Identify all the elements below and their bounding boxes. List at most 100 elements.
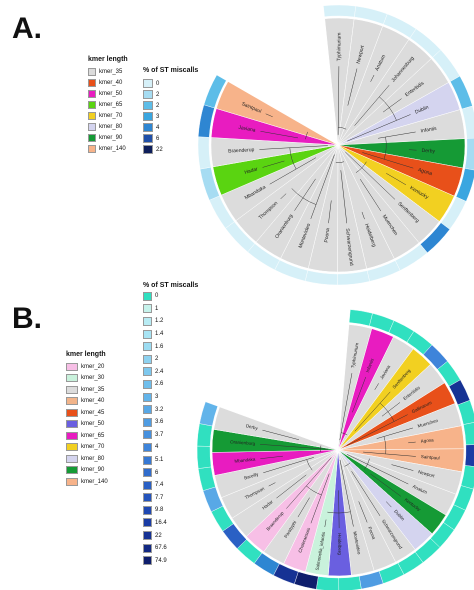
legend-a-st-swatch — [143, 145, 153, 154]
tree-a-branch — [359, 178, 382, 212]
legend-b-kmer-row: kmer_35 — [66, 384, 108, 396]
legend-a-st-label: 4 — [156, 124, 160, 131]
legend-b-kmer-swatch — [66, 466, 78, 475]
legend-b-st-row: 3.7 — [143, 429, 167, 442]
legend-a-kmer-swatch — [88, 133, 96, 142]
legend-b-st-row: 16.4 — [143, 517, 167, 530]
tree-a-leaf-label: Typhimurium — [336, 33, 342, 62]
legend-b-st-swatch — [143, 430, 152, 440]
tree-a-branch — [347, 68, 358, 106]
legend-b-st-swatch — [143, 304, 152, 314]
legend-b-kmer-row: kmer_80 — [66, 453, 108, 465]
legend-b-st-label: 2.6 — [155, 381, 164, 388]
legend-a-kmer-swatch — [88, 122, 96, 131]
legend-b-st-row: 3.2 — [143, 403, 167, 416]
legend-a-kmer-label: kmer_50 — [99, 90, 123, 97]
tree-b-leaf-label: Agona — [420, 437, 434, 443]
legend-b-st-row: 2.4 — [143, 366, 167, 379]
tree-a-branch-arc — [338, 126, 347, 130]
legend-a-st-row: 4 — [143, 122, 163, 133]
tree-b-leaf-label: Heidelberg — [337, 533, 342, 555]
legend-b-st-row: 1.6 — [143, 340, 167, 353]
tree-b-ring-segment — [196, 445, 212, 469]
legend-b-kmer-row: kmer_20 — [66, 361, 108, 373]
tree-b-branch — [268, 482, 276, 487]
tree-b-branch — [374, 383, 379, 390]
tree-b-ring-segment — [348, 309, 373, 327]
legend-b-kmer-swatch — [66, 374, 78, 383]
tree-b-branch-arc — [306, 459, 313, 471]
tree-b-branch — [346, 414, 408, 446]
legend-b-kmer-swatch — [66, 420, 78, 429]
legend-a-st-label: 6 — [156, 135, 160, 142]
legend-b-st-label: 1.4 — [155, 331, 164, 338]
tree-b-branch — [363, 451, 416, 457]
tree-a-branch — [408, 149, 417, 151]
legend-b-st-swatch — [143, 493, 152, 503]
tree-a-leaf-label: Dublin — [414, 104, 430, 115]
tree-a-branch — [269, 157, 317, 185]
tree-a-branch — [362, 152, 414, 169]
tree-a-branch — [337, 66, 340, 135]
tree-b-branch — [381, 402, 401, 417]
tree-b-branch — [263, 457, 314, 474]
legend-a-kmer-row: kmer_35 — [88, 66, 126, 77]
tree-b-leaf-label: Poona — [367, 526, 377, 540]
legend-b-st-swatch — [143, 480, 152, 490]
tree-a-branch-arc — [305, 131, 308, 140]
tree-b-branch — [358, 501, 368, 523]
legend-a-st-label: 22 — [156, 146, 163, 153]
tree-a-ring-segment — [197, 136, 212, 170]
tree-a-branch — [280, 193, 287, 200]
tree-b-leaf-label: Mbandaka — [234, 456, 256, 463]
legend-b-st-row: 0 — [143, 290, 167, 303]
tree-a-branch-arc — [291, 188, 317, 205]
tree-b-branch — [260, 455, 283, 459]
tree-a-branch — [265, 113, 273, 118]
tree-a-branch — [262, 160, 285, 168]
legend-b-st-row: 7.4 — [143, 479, 167, 492]
tree-b-branch-arc — [306, 485, 322, 496]
legend-b-st-title: % of ST miscalls — [143, 282, 199, 289]
legend-b-st-label: 9.8 — [155, 507, 164, 514]
legend-a: kmer length kmer_35 kmer_40 kmer_50 kmer_65… — [88, 56, 218, 186]
legend-b-kmer-row: kmer_45 — [66, 407, 108, 419]
legend-a-kmer-label: kmer_40 — [99, 79, 123, 86]
tree-b-branch — [339, 373, 353, 441]
tree-a-ring-segment — [337, 270, 370, 286]
legend-b-st-swatch — [143, 531, 152, 541]
tree-a-branch — [354, 85, 390, 126]
legend-b-st-row: 9.8 — [143, 504, 167, 517]
tree-b-branch — [351, 471, 381, 517]
legend-a-kmer-swatch — [88, 67, 96, 76]
legend-a-kmer-title: kmer length — [88, 56, 128, 63]
tree-b-branch — [262, 429, 300, 440]
tree-b-branch-arc — [320, 445, 322, 452]
tree-b-leaf-label: Salmonella_infantis — [315, 531, 327, 571]
legend-b-st-label: 6 — [155, 469, 159, 476]
legend-b-st-label: 74.9 — [155, 557, 167, 564]
legend-b-kmer-row: kmer_65 — [66, 430, 108, 442]
legend-b-st-swatch — [143, 329, 152, 339]
tree-a-branch-arc — [379, 96, 397, 121]
tree-b-branch — [385, 501, 392, 508]
tree-a-leaf-label: Hadar — [244, 166, 259, 176]
tree-a-leaf-label: Infantis — [420, 126, 437, 135]
legend-a-st-label: 0 — [156, 80, 160, 87]
legend-b-st-row: 67.6 — [143, 542, 167, 555]
legend-b-st-row: 2.6 — [143, 378, 167, 391]
legend-a-st-row: 6 — [143, 133, 163, 144]
legend-a-kmer-row: kmer_40 — [88, 77, 126, 88]
legend-a-st-row: 2 — [143, 100, 163, 111]
legend-b-kmer-label: kmer_80 — [81, 455, 105, 462]
legend-b-st-row: 1.4 — [143, 328, 167, 341]
tree-a-branch-arc — [289, 147, 297, 170]
legend-a-kmer-label: kmer_140 — [99, 145, 126, 152]
tree-b-group: Typhimurium Infantis Javiana SenftenbergEnt… — [196, 309, 474, 590]
legend-a-st-swatch — [143, 123, 153, 132]
legend-b-st-label: 7.4 — [155, 482, 164, 489]
legend-b-kmer-swatch — [66, 385, 78, 394]
tree-a-group: Typhimurium Newport Anatum JohannesburgEnte… — [197, 4, 474, 286]
tree-a-branch — [347, 114, 411, 142]
legend-b-st-label: 2.4 — [155, 368, 164, 375]
